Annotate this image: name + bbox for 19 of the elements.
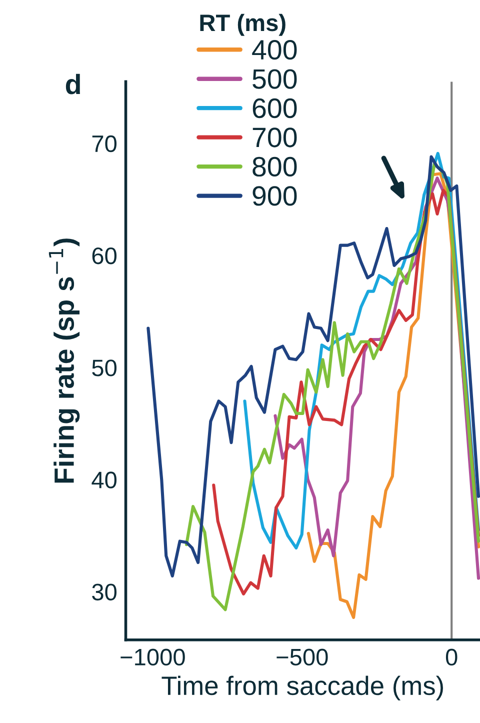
legend-label: 400 — [252, 40, 297, 60]
y-tick-label: 60 — [92, 247, 117, 264]
line-series — [146, 155, 480, 578]
legend-label: 900 — [252, 186, 297, 206]
legend-label: 500 — [252, 69, 297, 89]
x-tick-label: −1000 — [120, 648, 185, 666]
y-tick-label: 30 — [92, 584, 117, 600]
chart-title: d — [66, 74, 80, 94]
y-axis-title: Firing rate (sp s$^{−1}$) — [48, 238, 80, 483]
y-tick-label: 40 — [92, 472, 117, 488]
legend-label: 700 — [252, 128, 297, 148]
x-tick-label: 0 — [446, 648, 458, 666]
legend-label: 800 — [252, 156, 297, 177]
legend-title: RT (ms) — [200, 14, 286, 36]
x-tick-label: −500 — [276, 648, 328, 666]
x-axis-title: Time from saccade (ms) — [162, 676, 443, 700]
y-tick-label: 50 — [92, 360, 117, 376]
y-tick-label: 70 — [92, 135, 117, 152]
legend-label: 600 — [252, 98, 297, 118]
